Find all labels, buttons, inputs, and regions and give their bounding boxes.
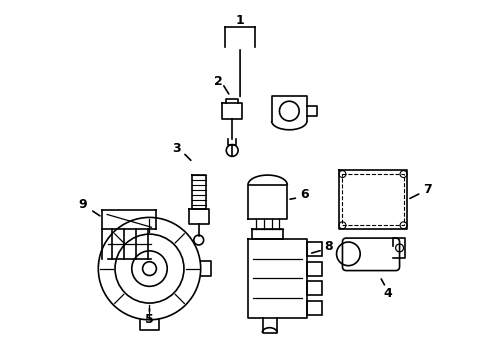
Text: 6: 6 bbox=[299, 188, 308, 201]
Text: 1: 1 bbox=[235, 14, 244, 27]
Text: 9: 9 bbox=[78, 198, 87, 211]
Text: 8: 8 bbox=[324, 240, 332, 253]
Text: 2: 2 bbox=[214, 75, 223, 88]
Text: 5: 5 bbox=[145, 313, 154, 326]
Text: 3: 3 bbox=[171, 142, 180, 155]
Text: 4: 4 bbox=[383, 287, 391, 300]
Text: 7: 7 bbox=[422, 183, 430, 196]
